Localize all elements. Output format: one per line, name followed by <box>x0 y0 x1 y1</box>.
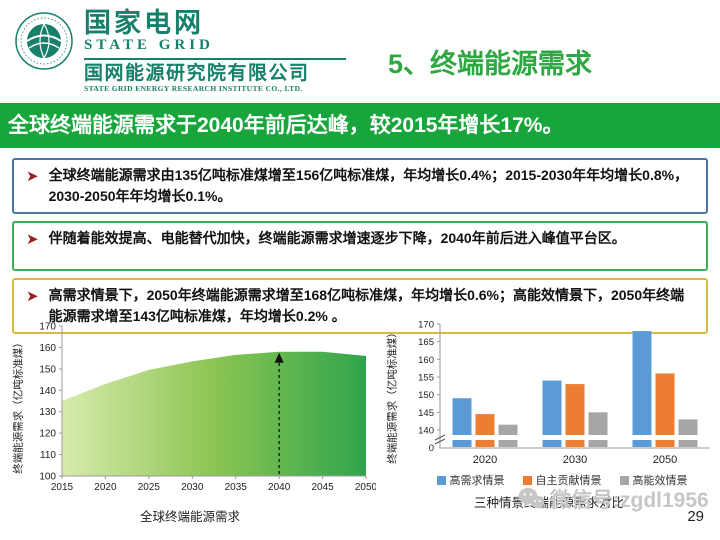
bar-2020-1 <box>475 414 495 435</box>
wechat-icon <box>518 488 545 509</box>
axes <box>439 324 710 449</box>
area-chart: 100 110 120 130 140 150 160 170 2015 2020 2025 2030… <box>39 322 376 494</box>
y-tick-label-zero: 0 <box>429 443 434 454</box>
area-chart-figure: 终端能源需求（亿吨标准煤） 100 110 120 130 140 150 160 170 20… <box>4 318 377 534</box>
bullet-list: ➤ 全球终端能源需求由135亿吨标准煤增至156亿吨标准煤，年均增长0.4%；2… <box>12 158 708 334</box>
bar-2050-2 <box>678 419 698 435</box>
bar-2030-2 <box>588 412 608 435</box>
bar-stub-2050-0 <box>632 440 652 447</box>
bar-stub-2030-1 <box>565 440 585 447</box>
bar-stub-2050-1 <box>655 440 675 447</box>
x-tick-label: 2020 <box>94 482 117 493</box>
legend-label: 高需求情景 <box>449 475 505 487</box>
headline-banner: 全球终端能源需求于2040年前后达峰，较2015年增长17%。 <box>0 103 720 148</box>
logo-text-block: 国家电网 STATE GRID 国网能源研究院有限公司 STATE GRID E… <box>84 10 346 93</box>
bar-2030-0 <box>542 380 562 435</box>
bar-stub-2050-2 <box>678 440 698 447</box>
arrow-bullet-icon: ➤ <box>26 231 39 248</box>
axis-break-icon <box>434 434 446 441</box>
state-grid-logo: 国家电网 STATE GRID 国网能源研究院有限公司 STATE GRID E… <box>14 10 346 93</box>
legend-item: 高能效情景 <box>619 472 688 488</box>
y-tick-label: 160 <box>39 343 56 354</box>
bar-2030-1 <box>565 384 585 435</box>
bar-chart-ylabel: 终端能源需求（亿吨标准煤） <box>386 327 399 464</box>
y-tick-label: 150 <box>39 364 56 375</box>
bar-chart: 140 145 150 155 160 165 170 0 2020 2030 2050 <box>418 320 710 466</box>
arrow-bullet-icon: ➤ <box>26 288 39 305</box>
x-tick-label: 2030 <box>181 482 204 493</box>
bullet-text-2: 伴随着能效提高、电能替代加快，终端能源需求增速逐步下降，2040年前后进入峰值平… <box>48 230 626 246</box>
watermark-text: 微信号:zgdl1956 <box>550 489 709 512</box>
legend-swatch-icon <box>436 475 446 485</box>
x-category-label: 2050 <box>653 454 677 466</box>
arrow-bullet-icon: ➤ <box>26 168 39 185</box>
y-tick-label: 165 <box>418 337 434 348</box>
logo-subsidiary-cn: 国网能源研究院有限公司 <box>84 62 310 84</box>
axis-break-icon <box>434 438 446 445</box>
logo-subsidiary-en: STATE GRID ENERGY RESEARCH INSTITUTE CO.… <box>84 84 303 94</box>
y-tick-label: 170 <box>39 322 56 333</box>
page-number: 29 <box>687 508 704 525</box>
area-chart-caption: 全球终端能源需求 <box>139 510 240 524</box>
bar-chart-legend: 高需求情景 自主贡献情景 高能效情景 <box>408 472 716 488</box>
y-tick-label: 160 <box>418 355 434 366</box>
logo-en-name: STATE GRID <box>84 37 214 53</box>
y-tick-label: 110 <box>40 450 56 461</box>
state-grid-globe-icon <box>15 12 73 70</box>
area-chart-ylabel: 终端能源需求（亿吨标准煤） <box>12 337 25 474</box>
legend-swatch-icon <box>522 475 532 485</box>
logo-divider <box>84 57 346 60</box>
x-tick-label: 2040 <box>268 482 291 493</box>
bar-chart-caption: 三种情景终端能源需求对比 <box>473 496 624 510</box>
legend-label: 自主贡献情景 <box>535 475 602 487</box>
x-tick-label: 2035 <box>225 482 248 493</box>
x-tick-label: 2025 <box>138 482 161 493</box>
bar-2020-2 <box>498 424 518 435</box>
y-tick-label: 140 <box>418 426 434 437</box>
x-tick-label: 2045 <box>311 482 334 493</box>
page-title: 5、终端能源需求 <box>388 49 593 79</box>
y-tick-label: 150 <box>418 390 434 401</box>
bar-stub-2020-2 <box>498 440 518 447</box>
bar-stub-2020-1 <box>475 440 495 447</box>
legend-item: 高需求情景 <box>436 472 505 488</box>
x-category-label: 2030 <box>563 454 587 466</box>
bar-chart-figure: 终端能源需求（亿吨标准煤） 140 145 150 155 160 165 170 0 2020… <box>382 318 716 534</box>
area-series <box>62 351 366 476</box>
watermark: 微信号:zgdl1956 <box>518 484 709 514</box>
y-tick-label: 145 <box>418 408 434 419</box>
legend-item: 自主贡献情景 <box>522 472 602 488</box>
y-tick-label: 170 <box>418 320 434 331</box>
peak-arrow-head <box>274 352 284 363</box>
y-tick-label: 155 <box>418 373 434 384</box>
y-tick-label: 100 <box>39 472 56 483</box>
bullet-text-1: 全球终端能源需求由135亿吨标准煤增至156亿吨标准煤，年均增长0.4%；201… <box>48 167 689 204</box>
y-tick-label: 140 <box>39 386 56 397</box>
bar-stub-2030-2 <box>588 440 608 447</box>
y-tick-label: 130 <box>39 407 56 418</box>
bullet-box-1: ➤ 全球终端能源需求由135亿吨标准煤增至156亿吨标准煤，年均增长0.4%；2… <box>12 158 708 214</box>
bullet-box-3: ➤ 高需求情景下，2050年终端能源需求增至168亿吨标准煤，年均增长0.6%；… <box>12 278 708 334</box>
bar-2020-0 <box>452 398 472 435</box>
x-tick-label: 2015 <box>51 482 74 493</box>
bullet-text-3: 高需求情景下，2050年终端能源需求增至168亿吨标准煤，年均增长0.6%；高能… <box>48 287 685 324</box>
y-tick-label: 120 <box>39 429 56 440</box>
x-category-label: 2020 <box>473 454 497 466</box>
bar-stub-2030-0 <box>542 440 562 447</box>
logo-cn-name: 国家电网 <box>84 8 204 38</box>
legend-swatch-icon <box>619 475 629 485</box>
x-tick-label: 2050 <box>355 482 376 493</box>
bar-2050-0 <box>632 331 652 435</box>
legend-label: 高能效情景 <box>632 475 688 487</box>
bar-2050-1 <box>655 373 675 435</box>
bullet-box-2: ➤ 伴随着能效提高、电能替代加快，终端能源需求增速逐步下降，2040年前后进入峰… <box>12 221 708 271</box>
bar-stub-2020-0 <box>452 440 472 447</box>
